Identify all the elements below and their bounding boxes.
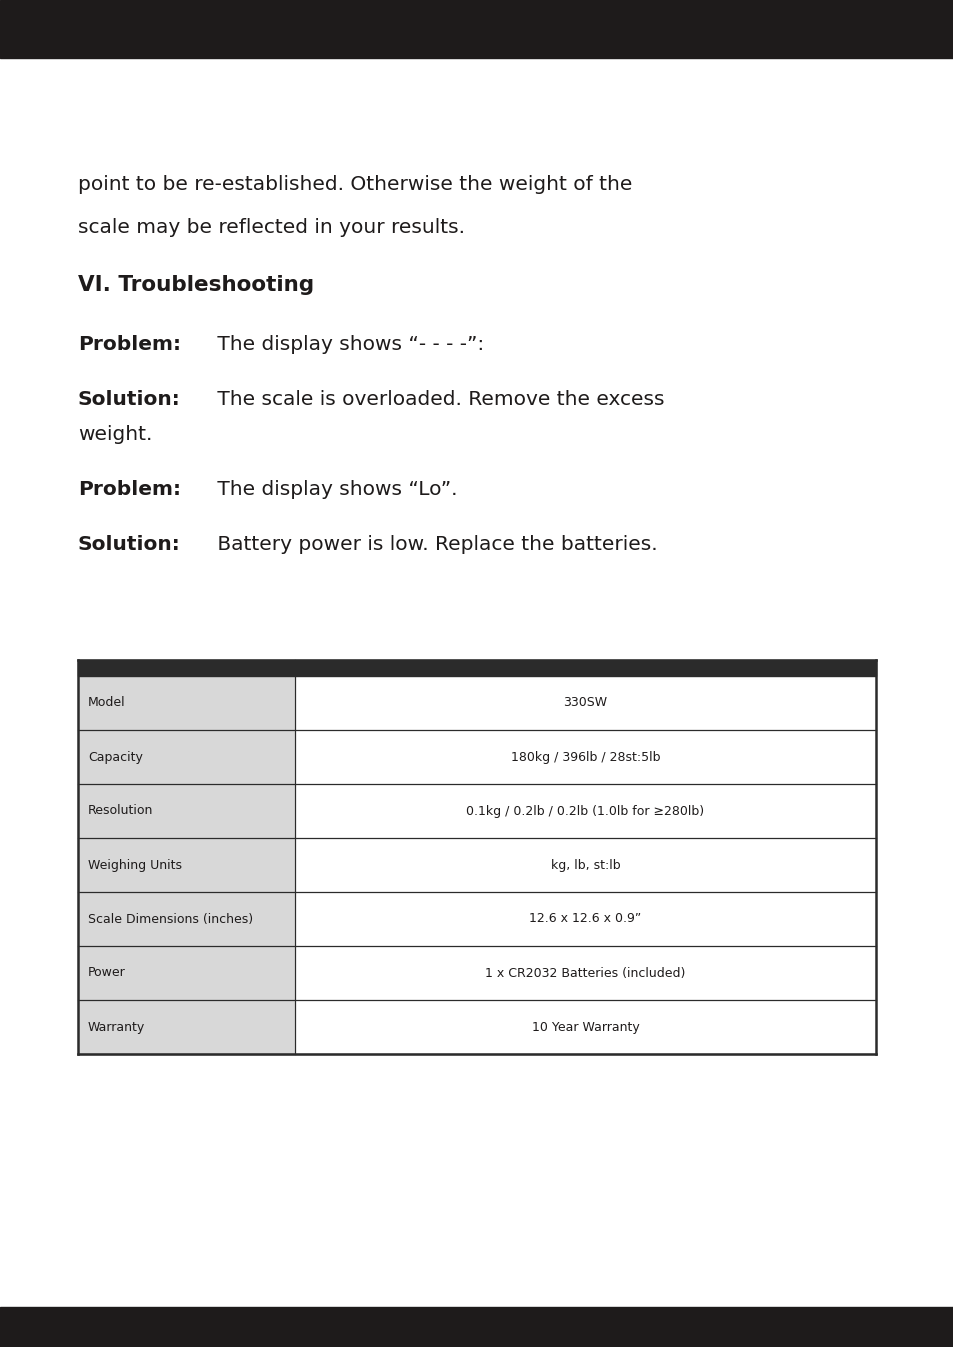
Bar xyxy=(78,660,875,676)
Text: 12.6 x 12.6 x 0.9”: 12.6 x 12.6 x 0.9” xyxy=(529,912,641,925)
Text: The display shows “Lo”.: The display shows “Lo”. xyxy=(211,480,456,498)
Text: Solution:: Solution: xyxy=(78,391,180,409)
Text: weight.: weight. xyxy=(78,426,152,445)
Text: 1 x CR2032 Batteries (included): 1 x CR2032 Batteries (included) xyxy=(485,967,685,979)
Text: Battery power is low. Replace the batteries.: Battery power is low. Replace the batter… xyxy=(211,535,657,554)
Bar xyxy=(78,676,294,730)
Text: scale may be reflected in your results.: scale may be reflected in your results. xyxy=(78,218,464,237)
Text: 0.1kg / 0.2lb / 0.2lb (1.0lb for ≥280lb): 0.1kg / 0.2lb / 0.2lb (1.0lb for ≥280lb) xyxy=(466,804,704,818)
Text: VI. Troubleshooting: VI. Troubleshooting xyxy=(78,275,314,295)
Bar xyxy=(78,838,294,892)
Text: Warranty: Warranty xyxy=(88,1021,145,1033)
Bar xyxy=(294,946,875,999)
Text: Model: Model xyxy=(88,696,126,710)
Text: point to be re-established. Otherwise the weight of the: point to be re-established. Otherwise th… xyxy=(78,175,632,194)
Bar xyxy=(78,892,294,946)
Bar xyxy=(0,1307,953,1347)
Bar xyxy=(294,892,875,946)
Bar xyxy=(78,784,294,838)
Bar xyxy=(78,999,294,1053)
Bar xyxy=(294,999,875,1053)
Text: Weighing Units: Weighing Units xyxy=(88,858,182,872)
Text: Problem:: Problem: xyxy=(78,480,181,498)
Text: Resolution: Resolution xyxy=(88,804,153,818)
Text: The scale is overloaded. Remove the excess: The scale is overloaded. Remove the exce… xyxy=(211,391,663,409)
Bar xyxy=(78,730,294,784)
Bar xyxy=(294,730,875,784)
Text: Scale Dimensions (inches): Scale Dimensions (inches) xyxy=(88,912,253,925)
Text: Problem:: Problem: xyxy=(78,335,181,354)
Text: Solution:: Solution: xyxy=(78,535,180,554)
Bar xyxy=(294,676,875,730)
Bar xyxy=(78,946,294,999)
Text: Capacity: Capacity xyxy=(88,750,143,764)
Text: 180kg / 396lb / 28st:5lb: 180kg / 396lb / 28st:5lb xyxy=(510,750,659,764)
Text: Power: Power xyxy=(88,967,126,979)
Text: 10 Year Warranty: 10 Year Warranty xyxy=(531,1021,639,1033)
Text: kg, lb, st:lb: kg, lb, st:lb xyxy=(550,858,619,872)
Bar xyxy=(0,0,953,58)
Text: The display shows “- - - -”:: The display shows “- - - -”: xyxy=(211,335,483,354)
Bar xyxy=(294,784,875,838)
Text: 330SW: 330SW xyxy=(563,696,607,710)
Bar xyxy=(294,838,875,892)
